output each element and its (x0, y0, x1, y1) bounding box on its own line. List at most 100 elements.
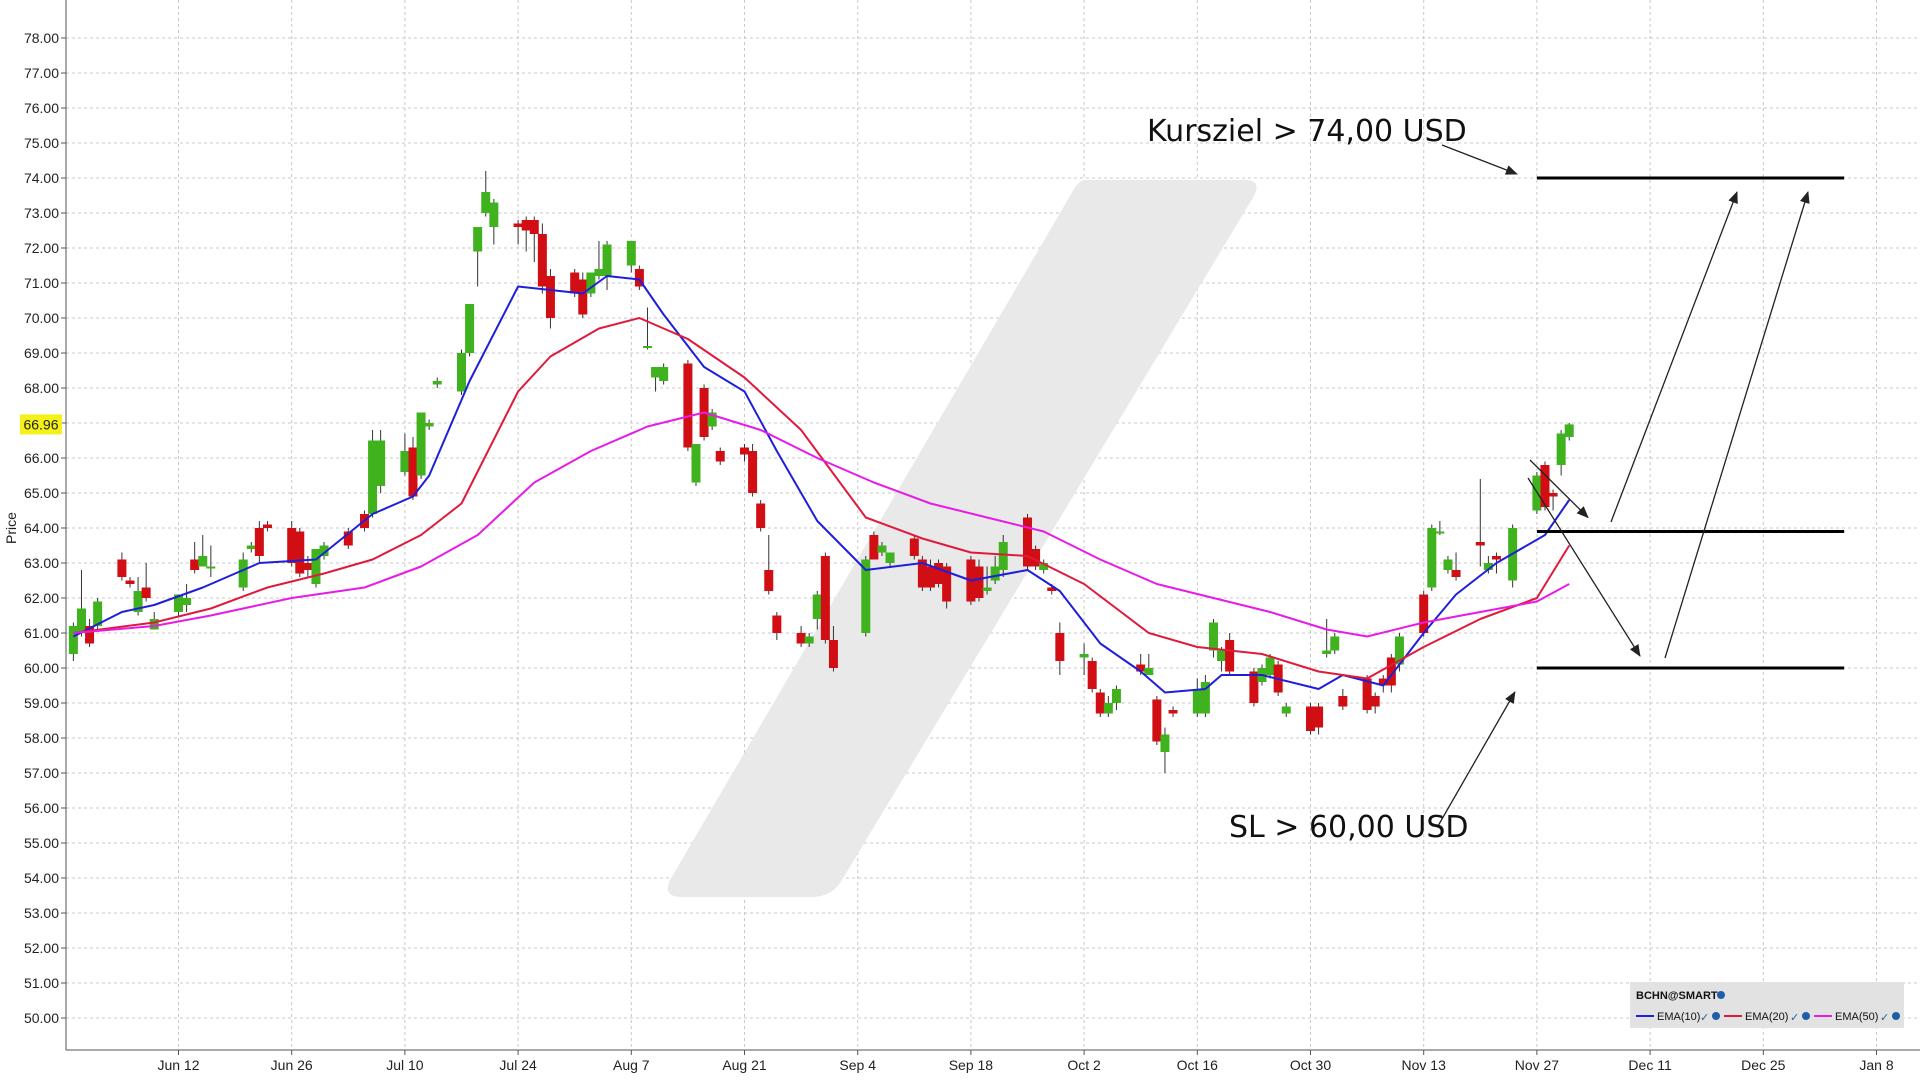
candle (182, 584, 192, 612)
candle (909, 535, 919, 560)
candle (287, 521, 297, 567)
x-tick-label: Oct 30 (1290, 1057, 1331, 1073)
legend-ema10-info-icon[interactable] (1712, 1012, 1720, 1020)
candle (141, 563, 151, 602)
candle (1208, 619, 1218, 658)
candle-body (1039, 563, 1049, 570)
candle-body (1136, 664, 1146, 672)
candle (190, 542, 200, 574)
candle-body (1079, 654, 1089, 658)
y-tick-label: 59.00 (24, 695, 59, 711)
candle (1168, 706, 1178, 717)
candle (1475, 479, 1485, 567)
candle (828, 626, 838, 672)
candle-body (804, 636, 814, 644)
candle (545, 269, 555, 329)
y-tick-label: 52.00 (24, 940, 59, 956)
candle-body (489, 202, 499, 227)
candle-body (182, 598, 192, 605)
candle-body (76, 608, 86, 633)
info-icon[interactable] (1717, 991, 1725, 999)
legend-ema50-check-icon[interactable]: ✓ (1880, 1012, 1889, 1024)
y-axis-label: Price (3, 512, 19, 544)
x-tick-label: Jul 24 (499, 1057, 537, 1073)
candle-body (287, 528, 297, 563)
candle (174, 594, 183, 616)
y-tick-label: 51.00 (24, 975, 59, 991)
legend-ema50-info-icon[interactable] (1892, 1012, 1900, 1020)
candle-body (764, 570, 774, 591)
candle-body (174, 594, 183, 612)
legend-ema20-check-icon[interactable]: ✓ (1790, 1012, 1799, 1024)
candle-body (651, 367, 661, 378)
candle-body (748, 451, 758, 493)
legend-title: BCHN@SMART (1636, 990, 1718, 1002)
candle (481, 171, 491, 217)
candle (586, 272, 596, 297)
candle (1281, 703, 1291, 717)
candle-body (521, 220, 531, 231)
candle-body (400, 451, 410, 472)
candle (707, 409, 717, 430)
candle-body (1095, 692, 1105, 714)
candle (820, 552, 830, 644)
y-tick-label: 58.00 (24, 730, 59, 746)
candle (748, 444, 758, 497)
x-tick-label: Nov 13 (1402, 1057, 1447, 1073)
candles (68, 171, 1574, 773)
candle (1200, 675, 1210, 717)
candle (1095, 689, 1105, 717)
candle (117, 552, 127, 581)
candle-body (1160, 734, 1170, 752)
candle-body (594, 269, 604, 276)
candle-body (586, 272, 596, 294)
annotation-arrow (1610, 191, 1738, 523)
x-axis: Jun 12 Jun 26 Jul 10 Jul 24 Aug 7 Aug 21 Sep 4… (157, 1050, 1894, 1073)
y-tick-label: 71.00 (24, 275, 59, 291)
y-tick-label: 70.00 (24, 310, 59, 326)
candle (925, 559, 935, 591)
candle-body (125, 580, 135, 584)
candle (1031, 545, 1041, 570)
candle-body (1370, 696, 1380, 707)
x-tick-label: Sep 18 (949, 1057, 994, 1073)
candle-body (1103, 703, 1113, 714)
y-tick-label: 72.00 (24, 240, 59, 256)
y-tick-label: 62.00 (24, 590, 59, 606)
candle (1322, 619, 1332, 658)
annotation-arrow (1437, 691, 1516, 827)
candle-body (545, 276, 555, 318)
candle (465, 304, 475, 357)
x-tick-label: Jul 10 (386, 1057, 424, 1073)
candle-body (1322, 650, 1332, 654)
y-tick-label: 74.00 (24, 170, 59, 186)
candle-body (990, 566, 1000, 581)
candle (804, 633, 814, 647)
y-tick-label: 77.00 (24, 65, 59, 81)
candle-body (190, 559, 200, 570)
legend-ema10-check-icon[interactable]: ✓ (1700, 1012, 1709, 1024)
y-tick-label: 68.00 (24, 380, 59, 396)
candle-body (634, 269, 644, 287)
candle (1103, 696, 1113, 717)
candle (1023, 514, 1032, 570)
candle-body (537, 234, 547, 287)
candle (537, 223, 547, 294)
candle-body (1249, 671, 1259, 703)
candle-body (1152, 699, 1162, 742)
y-tick-label: 76.00 (24, 100, 59, 116)
y-tick-label: 64.00 (24, 520, 59, 536)
candle-body (481, 192, 491, 213)
candle-body (1330, 636, 1340, 651)
candle (1378, 675, 1388, 693)
legend-ema20-info-icon[interactable] (1802, 1012, 1810, 1020)
candle (1087, 657, 1097, 693)
y-tick-label: 60.00 (24, 660, 59, 676)
candle (262, 521, 272, 532)
candle-body (1314, 706, 1324, 728)
candle-body (68, 626, 78, 654)
candle (376, 430, 386, 493)
candle-body (1556, 433, 1566, 465)
legend: BCHN@SMART EMA(10) ✓ EMA(20) ✓ EMA(50) ✓ (1630, 982, 1904, 1028)
candle (626, 241, 636, 273)
